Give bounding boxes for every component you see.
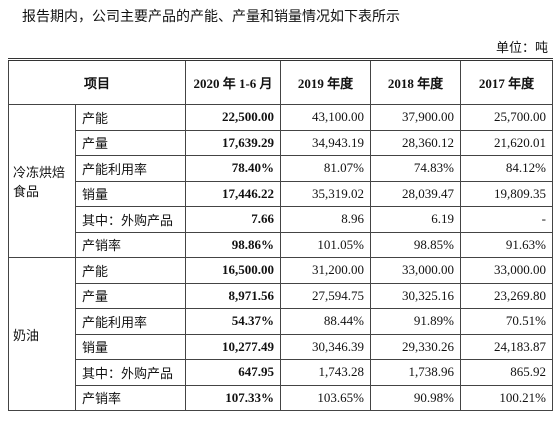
cell-value: 8,971.56: [185, 282, 282, 309]
cell-value: 28,039.47: [370, 180, 462, 207]
cell-value: -: [460, 206, 554, 233]
row-label: 产量: [74, 129, 187, 156]
cell-value: 103.65%: [280, 384, 372, 411]
cell-value: 78.40%: [185, 155, 282, 182]
table-row: 产销率 98.86% 101.05% 98.85% 91.63%: [9, 231, 554, 258]
table-row: 奶油 产能 16,500.00 31,200.00 33,000.00 33,000.00: [8, 257, 554, 411]
row-label: 产能利用率: [74, 308, 187, 335]
cell-value: 43,100.00: [280, 104, 372, 131]
table-row: 产量 17,639.29 34,943.19 28,360.12 21,620.01: [9, 129, 554, 156]
column-header: 项目: [7, 58, 187, 105]
cell-value: 17,639.29: [185, 129, 282, 156]
cell-value: 81.07%: [280, 155, 372, 182]
cell-value: 107.33%: [185, 384, 282, 411]
cell-value: 17,446.22: [185, 180, 282, 207]
table-row: 冷冻烘焙食品 产能 22,500.00 43,100.00 37,900.00 25,70…: [8, 104, 554, 258]
cell-value: 98.85%: [370, 231, 462, 258]
cell-value: 84.12%: [460, 155, 554, 182]
cell-value: 19,809.35: [460, 180, 554, 207]
row-label: 其中：外购产品: [74, 206, 187, 233]
cell-value: 22,500.00: [185, 104, 282, 131]
cell-value: 54.37%: [185, 308, 282, 335]
cell-value: 70.51%: [460, 308, 554, 335]
cell-value: 91.63%: [460, 231, 554, 258]
cell-value: 865.92: [460, 359, 554, 386]
table-row: 产能利用率 78.40% 81.07% 74.83% 84.12%: [9, 155, 554, 182]
row-label: 产能: [74, 257, 187, 284]
cell-value: 31,200.00: [280, 257, 372, 284]
cell-value: 90.98%: [370, 384, 462, 411]
cell-value: 27,594.75: [280, 282, 372, 309]
cell-value: 98.86%: [185, 231, 282, 258]
cell-value: 101.05%: [280, 231, 372, 258]
cell-value: 25,700.00: [460, 104, 554, 131]
cell-value: 30,346.39: [280, 333, 372, 360]
row-label: 销量: [74, 333, 187, 360]
header-row: 项目 2020 年 1-6 月 2019 年度 2018 年度 2017 年度: [7, 58, 554, 105]
cell-value: 88.44%: [280, 308, 372, 335]
column-header: 2020 年 1-6 月: [185, 58, 282, 105]
table-row: 其中：外购产品 7.66 8.96 6.19-: [9, 206, 554, 233]
cell-value: 23,269.80: [460, 282, 554, 309]
cell-value: 30,325.16: [370, 282, 462, 309]
table-row: 产量 8,971.56 27,594.75 30,325.16 23,269.80: [9, 282, 554, 309]
cell-value: 91.89%: [370, 308, 462, 335]
cell-value: 29,330.26: [370, 333, 462, 360]
cell-value: 35,319.02: [280, 180, 372, 207]
table-row: 销量 17,446.22 35,319.02 28,039.47 19,809.35: [9, 180, 554, 207]
cell-value: 74.83%: [370, 155, 462, 182]
data-table: 项目 2020 年 1-6 月 2019 年度 2018 年度 2017 年度 冷冻烘焙…: [7, 58, 554, 411]
column-header: 2017 年度: [460, 58, 554, 105]
cell-value: 37,900.00: [370, 104, 462, 131]
row-label: 其中：外购产品: [74, 359, 187, 386]
row-label: 产销率: [74, 231, 187, 258]
row-label: 产能利用率: [74, 155, 187, 182]
cell-value: 33,000.00: [460, 257, 554, 284]
row-label: 销量: [74, 180, 187, 207]
row-label: 产量: [74, 282, 187, 309]
cell-value: 24,183.87: [460, 333, 554, 360]
row-label: 产销率: [74, 384, 187, 411]
row-label: 产能: [74, 104, 187, 131]
cell-value: 1,743.28: [280, 359, 372, 386]
column-header: 2018 年度: [370, 58, 462, 105]
unit-label: 单位：吨: [495, 40, 548, 55]
cell-value: 100.21%: [460, 384, 554, 411]
table-row: 产能利用率 54.37% 88.44% 91.89% 70.51%: [9, 308, 554, 335]
table-row: 产销率 107.33% 103.65% 90.98% 100.21%: [9, 384, 554, 411]
cell-value: 28,360.12: [370, 129, 462, 156]
cell-value: 1,738.96: [370, 359, 462, 386]
cell-value: 8.96: [280, 206, 372, 233]
cell-value: 16,500.00: [185, 257, 282, 284]
intro-text: 报告期内，公司主要产品的产能、产量和销量情况如下表所示: [22, 10, 400, 25]
cell-value: 7.66: [185, 206, 282, 233]
cell-value: 6.19: [370, 206, 462, 233]
cell-value: 647.95: [185, 359, 282, 386]
table-row: 其中：外购产品 647.95 1,743.28 1,738.96 865.92: [9, 359, 554, 386]
table-row: 销量 10,277.49 30,346.39 29,330.26 24,183.87: [9, 333, 554, 360]
table-body: 冷冻烘焙食品 产能 22,500.00 43,100.00 37,900.00 25,70…: [8, 104, 554, 411]
cell-value: 33,000.00: [370, 257, 462, 284]
cell-value: 21,620.01: [460, 129, 554, 156]
group-label: 奶油: [8, 257, 76, 411]
column-header: 2019 年度: [280, 58, 372, 105]
cell-value: 34,943.19: [280, 129, 372, 156]
cell-value: 10,277.49: [185, 333, 282, 360]
group-label: 冷冻烘焙食品: [8, 104, 76, 258]
